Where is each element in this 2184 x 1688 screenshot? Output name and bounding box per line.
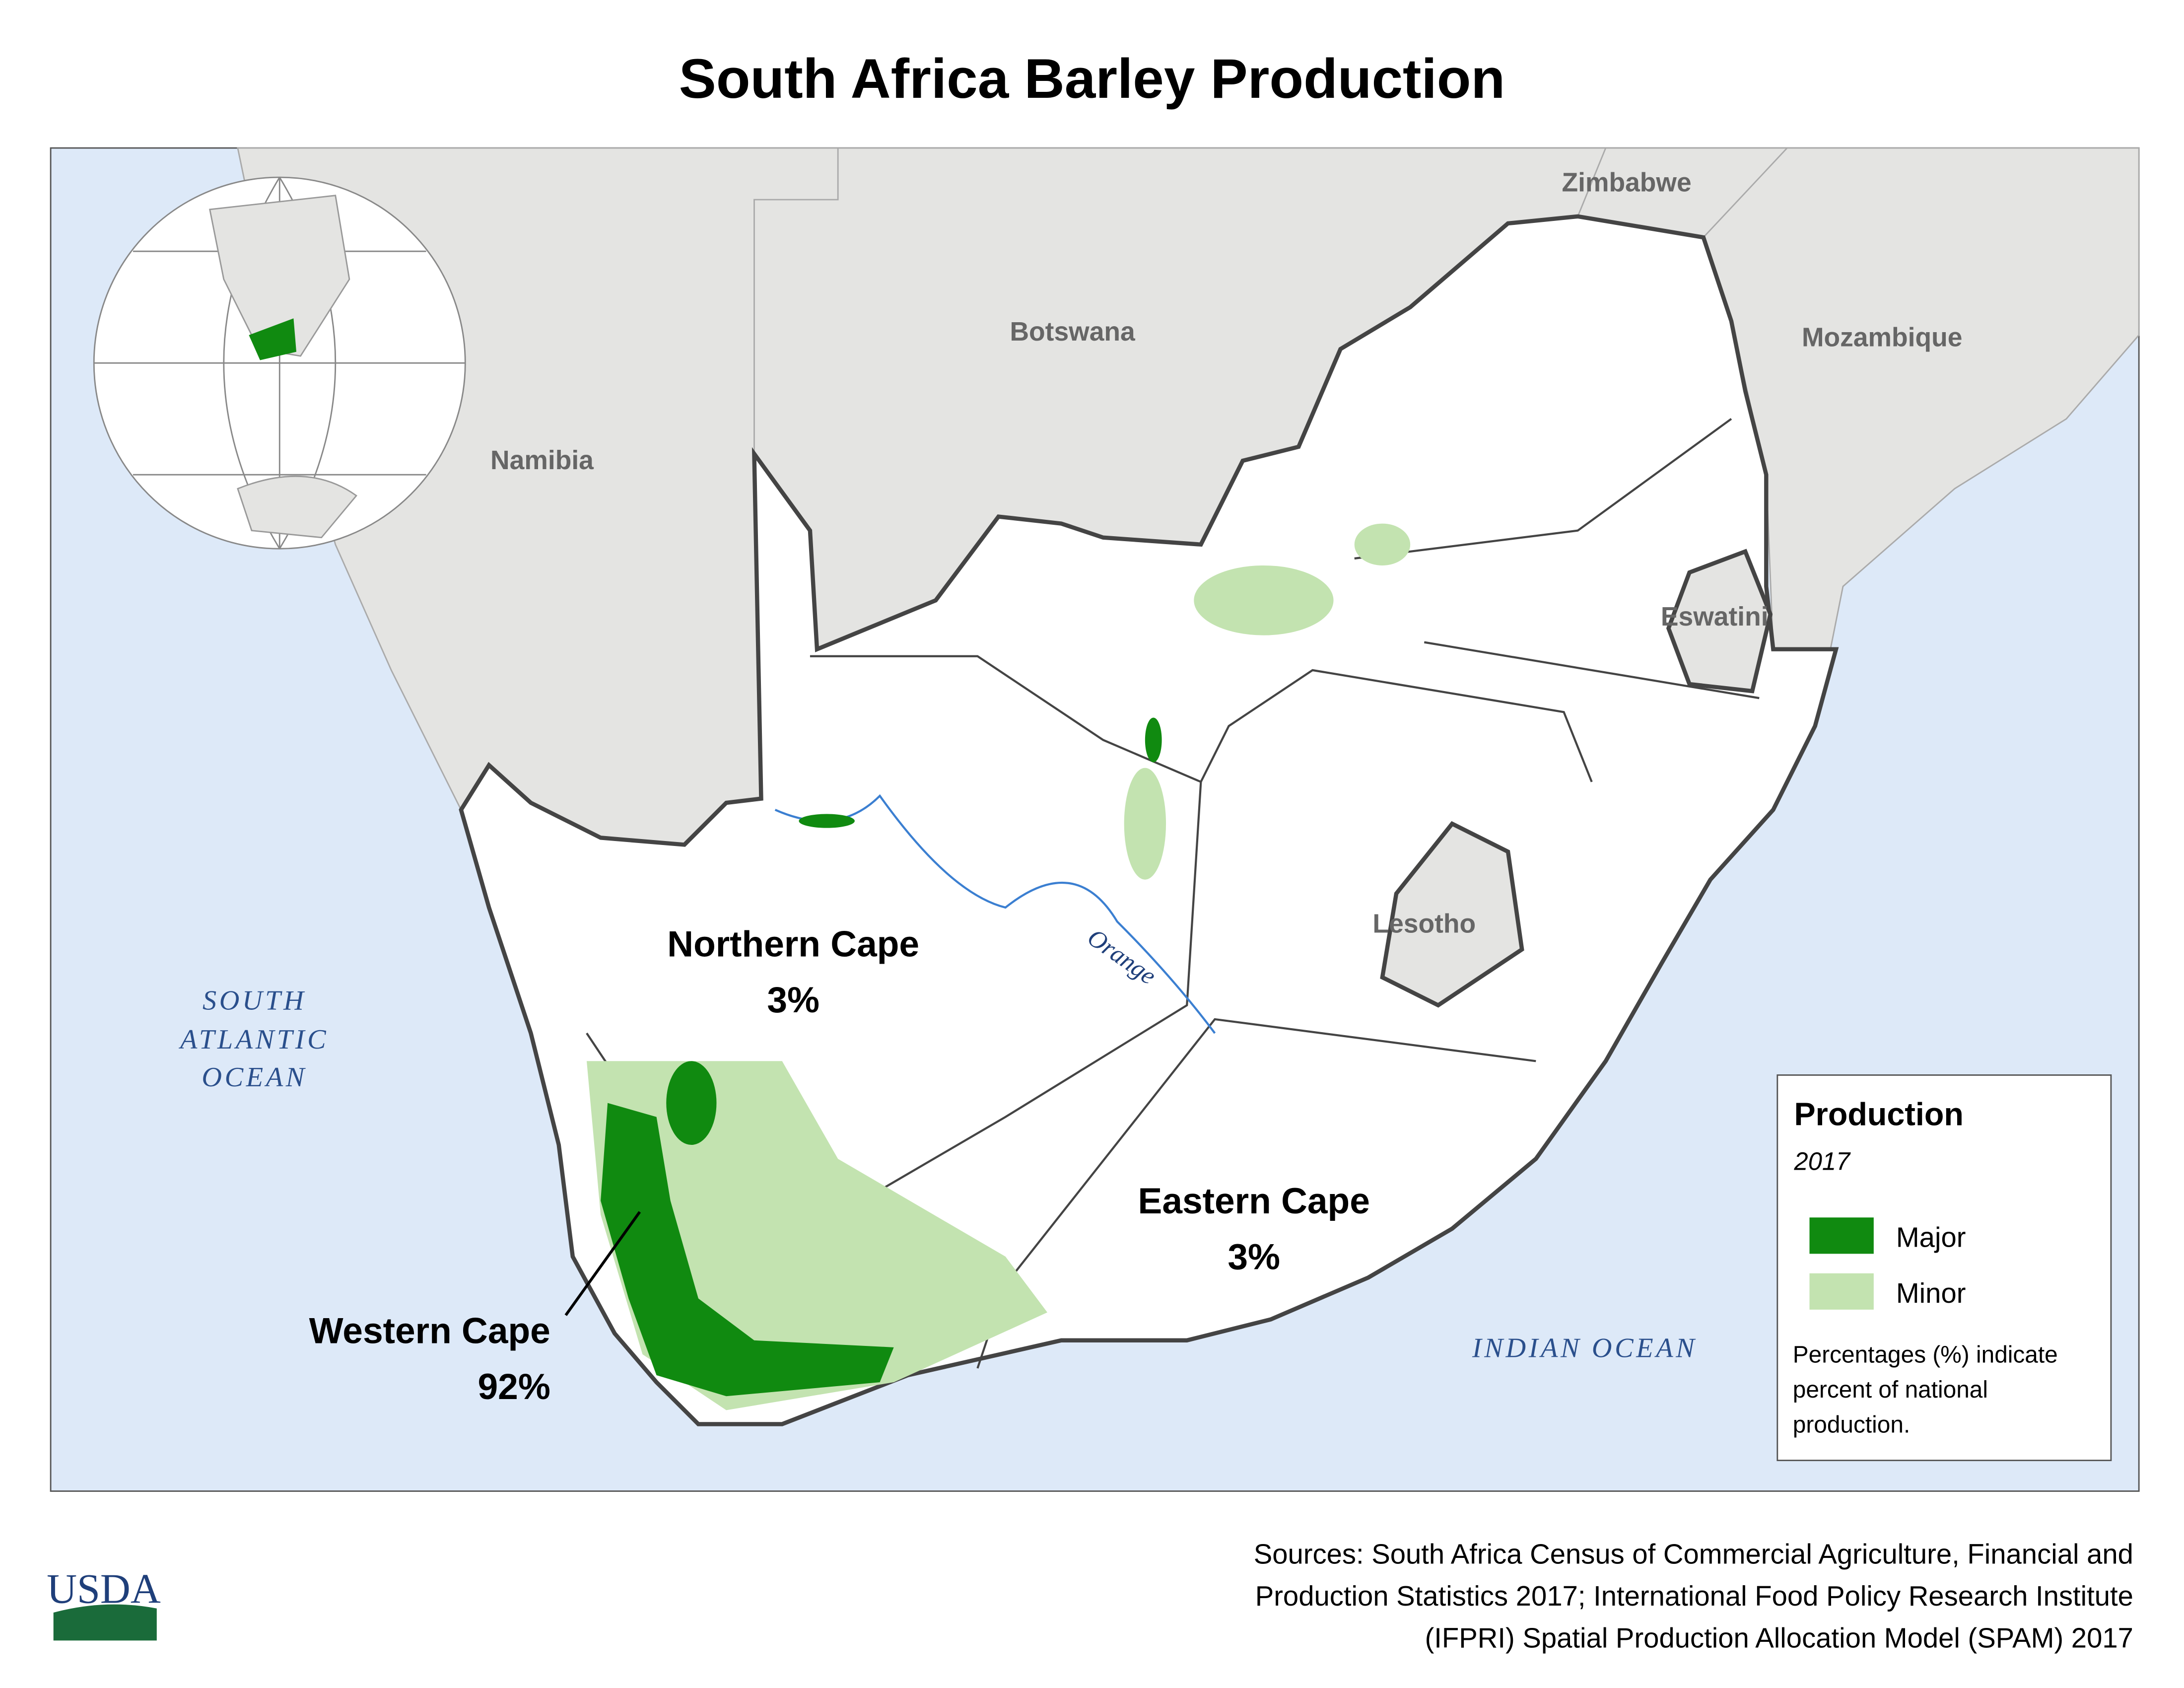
legend-note: production. <box>1793 1411 1911 1438</box>
legend: Production 2017 Major Minor Percentages … <box>1776 1074 2112 1462</box>
lesotho <box>1380 821 1524 1008</box>
legend-title: Production <box>1794 1096 1964 1132</box>
ocean-label: INDIAN OCEAN <box>1472 1333 1697 1363</box>
legend-note: percent of national <box>1793 1377 1988 1403</box>
province-share: 3% <box>1228 1237 1280 1277</box>
country-label: Lesotho <box>1372 910 1476 939</box>
province-name: Eastern Cape <box>1138 1181 1370 1221</box>
province-borders <box>586 418 1760 1369</box>
legend-note: Percentages (%) indicate <box>1793 1342 2058 1368</box>
globe-africa <box>208 195 350 357</box>
ocean-label: SOUTH <box>203 985 306 1016</box>
ocean-label: ATLANTIC <box>178 1024 329 1055</box>
logo-mark <box>53 1604 157 1641</box>
orange-river <box>774 794 1216 1034</box>
legend-swatch <box>1809 1217 1874 1254</box>
province-share: 3% <box>767 980 819 1020</box>
legend-box <box>1776 1074 2112 1462</box>
province-share: 92% <box>478 1367 550 1407</box>
major-areas <box>601 717 1162 1397</box>
sources: Sources: South Africa Census of Commerci… <box>1254 1539 2133 1570</box>
logo: USDA <box>47 1566 161 1612</box>
eswatini <box>1666 549 1773 694</box>
globe-highlight <box>249 318 297 360</box>
legend-label: Minor <box>1896 1277 1966 1309</box>
country-label: Eswatini <box>1661 602 1769 632</box>
province-name: Northern Cape <box>667 924 919 964</box>
country-label: Mozambique <box>1802 323 1963 352</box>
province-name: Western Cape <box>309 1311 550 1351</box>
legend-year: 2017 <box>1794 1147 1851 1176</box>
country-label: Botswana <box>1010 317 1136 347</box>
map <box>50 147 2140 1492</box>
legend-label: Major <box>1896 1221 1966 1253</box>
sources: (IFPRI) Spatial Production Allocation Mo… <box>1425 1622 2133 1653</box>
ocean-label: OCEAN <box>202 1062 307 1093</box>
leader-line <box>564 1211 641 1316</box>
borders <box>753 147 1788 454</box>
country-label: Zimbabwe <box>1562 168 1691 197</box>
globe-antarctica <box>237 475 357 539</box>
country-label: Namibia <box>490 446 594 475</box>
title: South Africa Barley Production <box>679 47 1505 110</box>
legend-swatch <box>1809 1273 1874 1310</box>
sources: Production Statistics 2017; Internationa… <box>1255 1580 2133 1612</box>
